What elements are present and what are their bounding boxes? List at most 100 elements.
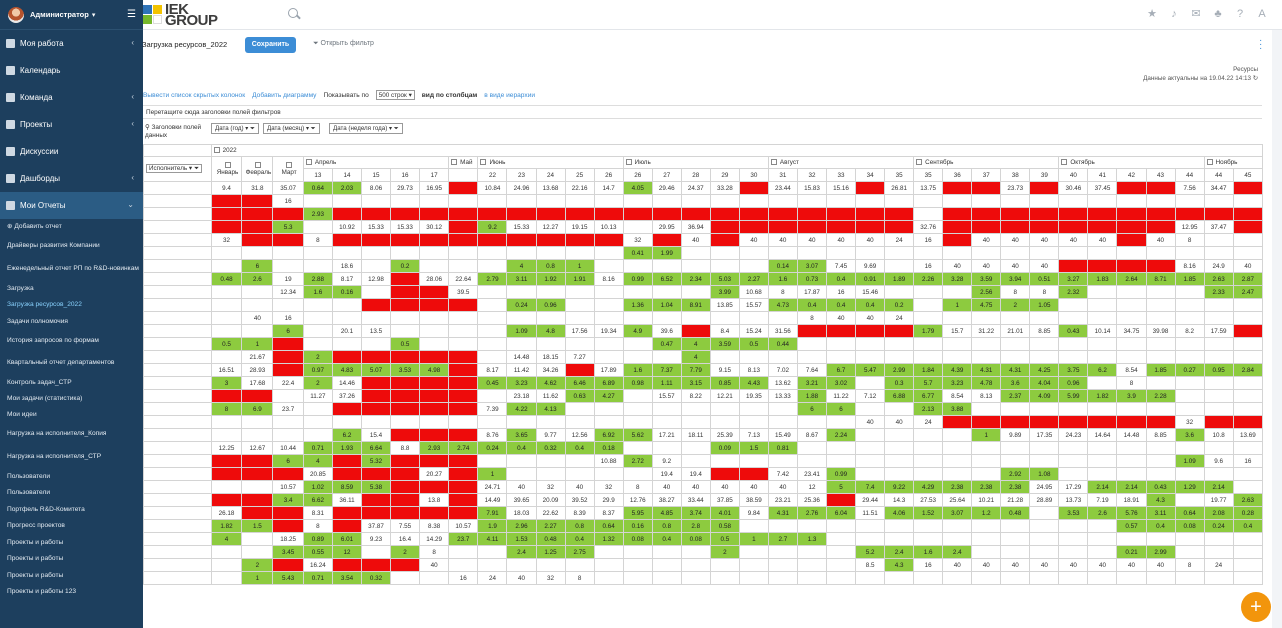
table-cell[interactable]: 2.92 [1000, 467, 1031, 481]
table-cell[interactable]: 40 [1145, 558, 1176, 572]
table-cell[interactable]: 0.8 [564, 519, 595, 533]
table-cell[interactable]: 9.22 [884, 480, 915, 494]
table-cell[interactable] [825, 441, 857, 455]
table-cell[interactable]: 7.19 [1087, 493, 1118, 507]
table-cell[interactable] [1087, 402, 1118, 416]
table-cell[interactable]: 10.13 [593, 220, 624, 234]
table-cell[interactable]: 7.64 [796, 363, 828, 377]
table-cell[interactable]: 0.64 [1174, 506, 1205, 520]
table-cell[interactable] [477, 285, 508, 299]
table-cell[interactable]: 0.41 [622, 246, 653, 260]
table-cell[interactable]: 40 [1087, 233, 1118, 247]
month-header[interactable]: Июль [622, 156, 769, 169]
table-cell[interactable] [302, 194, 333, 208]
table-cell[interactable]: 39.5 [448, 285, 479, 299]
table-cell[interactable]: 4.83 [331, 363, 362, 377]
table-cell[interactable] [971, 311, 1002, 325]
table-cell[interactable] [651, 545, 682, 559]
table-cell[interactable] [360, 350, 392, 364]
table-cell[interactable]: 0.71 [302, 441, 333, 455]
table-cell[interactable] [506, 194, 537, 208]
table-cell[interactable] [1116, 402, 1147, 416]
table-cell[interactable] [855, 207, 886, 221]
table-cell[interactable] [593, 350, 624, 364]
table-cell[interactable]: 24 [913, 415, 944, 429]
table-cell[interactable] [331, 519, 362, 533]
table-cell[interactable] [272, 467, 304, 481]
table-cell[interactable] [272, 519, 304, 533]
report-link[interactable]: Проекты и работы [7, 555, 64, 563]
table-cell[interactable]: 2.37 [1000, 389, 1031, 403]
executor-name[interactable] [143, 519, 212, 533]
table-cell[interactable] [971, 350, 1002, 364]
table-cell[interactable] [506, 233, 537, 247]
table-cell[interactable] [1058, 350, 1089, 364]
table-cell[interactable]: 0.24 [1203, 519, 1234, 533]
table-cell[interactable] [390, 311, 421, 325]
table-cell[interactable] [448, 298, 479, 312]
table-cell[interactable]: 1.79 [913, 324, 944, 338]
year-header[interactable]: 2022 [210, 144, 1263, 157]
table-cell[interactable]: 0.14 [767, 259, 798, 273]
table-cell[interactable]: 13.5 [360, 324, 392, 338]
table-cell[interactable]: 4 [210, 532, 243, 546]
table-cell[interactable] [971, 181, 1002, 195]
table-cell[interactable]: 3.02 [825, 376, 857, 390]
table-cell[interactable] [796, 454, 828, 468]
table-cell[interactable] [1203, 441, 1234, 455]
table-cell[interactable]: 2.93 [419, 441, 450, 455]
table-cell[interactable] [942, 467, 973, 481]
table-cell[interactable]: 35.07 [272, 181, 304, 195]
table-cell[interactable] [913, 285, 944, 299]
table-cell[interactable]: 4.43 [738, 376, 769, 390]
report-link[interactable]: Задачи полномочия [7, 317, 68, 325]
table-cell[interactable]: 4 [302, 454, 333, 468]
table-cell[interactable] [884, 428, 915, 442]
table-cell[interactable] [1203, 194, 1234, 208]
table-cell[interactable] [564, 363, 595, 377]
table-cell[interactable] [448, 402, 479, 416]
table-cell[interactable]: 32 [210, 233, 243, 247]
table-cell[interactable] [535, 194, 566, 208]
table-cell[interactable]: 14.48 [1116, 428, 1147, 442]
table-cell[interactable]: 4.3 [1145, 493, 1176, 507]
table-cell[interactable] [1174, 285, 1205, 299]
table-cell[interactable] [1232, 558, 1263, 572]
table-cell[interactable]: 2.38 [942, 480, 973, 494]
table-cell[interactable] [448, 454, 479, 468]
table-cell[interactable]: 0.71 [302, 571, 333, 585]
table-cell[interactable] [419, 480, 450, 494]
table-cell[interactable]: 30.12 [419, 220, 450, 234]
table-cell[interactable] [419, 402, 450, 416]
table-cell[interactable]: 8.2 [1174, 324, 1205, 338]
table-cell[interactable] [1000, 194, 1031, 208]
table-cell[interactable] [1087, 571, 1118, 585]
table-cell[interactable] [1029, 545, 1060, 559]
table-cell[interactable] [1058, 220, 1089, 234]
table-cell[interactable]: 10.57 [272, 480, 304, 494]
table-cell[interactable]: 6.46 [564, 376, 595, 390]
table-cell[interactable] [302, 337, 333, 351]
table-cell[interactable]: 0.4 [796, 298, 828, 312]
table-cell[interactable]: 0.48 [535, 532, 566, 546]
table-cell[interactable]: 0.63 [564, 389, 595, 403]
table-cell[interactable]: 1.6 [622, 363, 653, 377]
table-cell[interactable] [1000, 207, 1031, 221]
table-cell[interactable] [1145, 311, 1176, 325]
table-cell[interactable] [942, 519, 973, 533]
table-cell[interactable] [651, 259, 682, 273]
table-cell[interactable] [1145, 376, 1176, 390]
table-cell[interactable] [1058, 259, 1089, 273]
table-cell[interactable] [360, 246, 392, 260]
report-link[interactable]: Прогресс проектов [7, 522, 65, 530]
table-cell[interactable]: 2.88 [302, 272, 333, 286]
table-cell[interactable] [210, 350, 243, 364]
table-cell[interactable]: 22.4 [272, 376, 304, 390]
table-cell[interactable] [448, 467, 479, 481]
table-cell[interactable]: 8 [1174, 558, 1205, 572]
table-cell[interactable] [942, 246, 973, 260]
table-cell[interactable] [331, 402, 362, 416]
table-cell[interactable]: 6.2 [331, 428, 362, 442]
table-cell[interactable]: 40 [564, 480, 595, 494]
table-cell[interactable]: 29.44 [855, 493, 886, 507]
